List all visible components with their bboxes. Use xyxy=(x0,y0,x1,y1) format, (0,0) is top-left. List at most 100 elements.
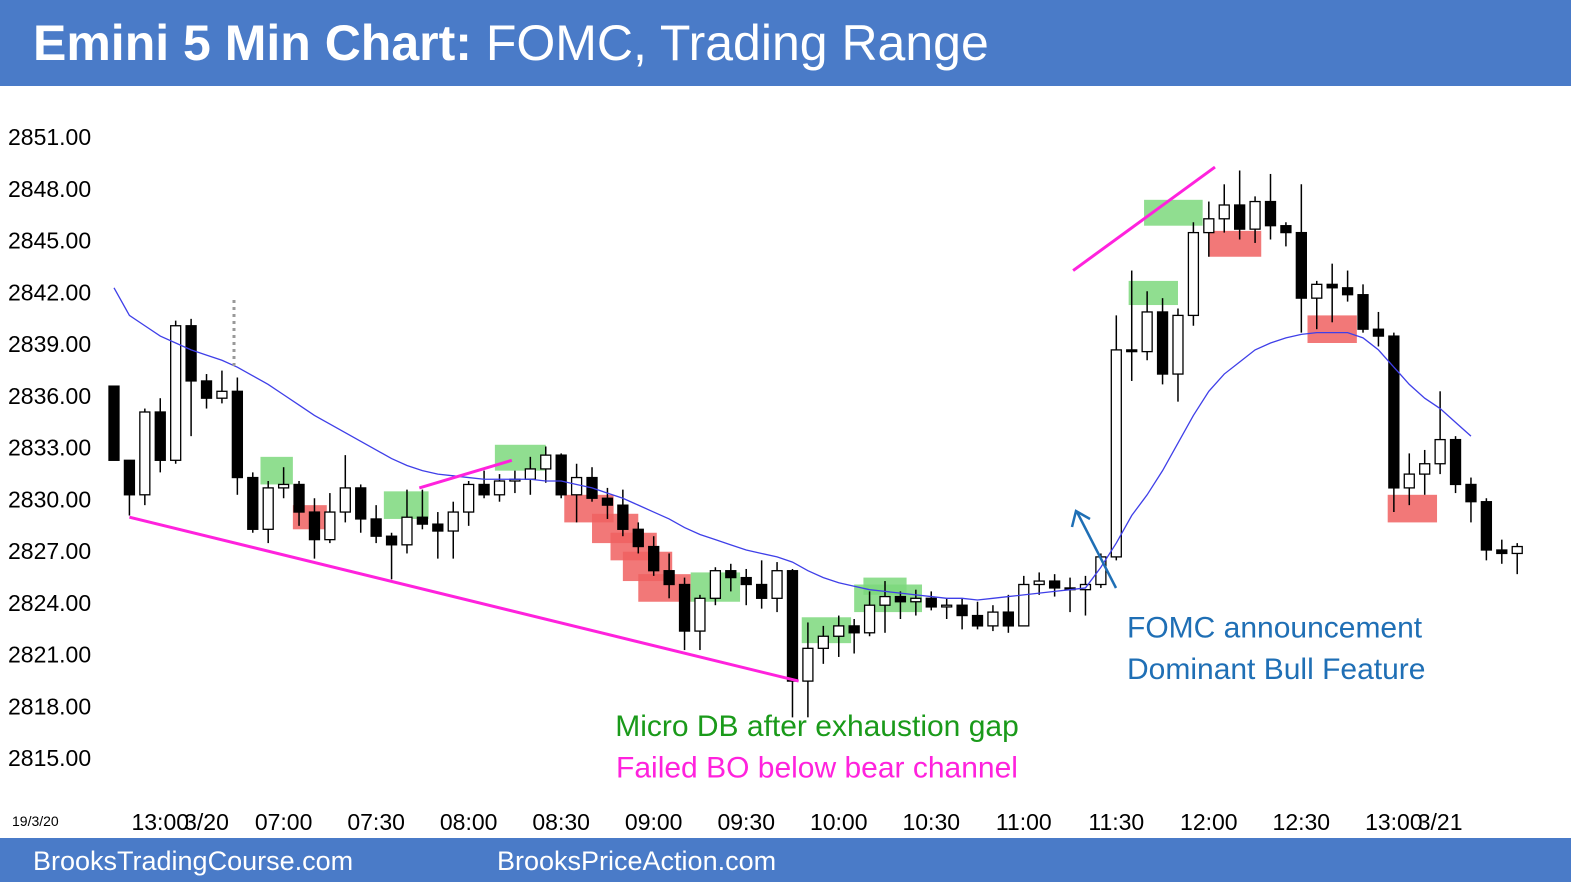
bear-candle xyxy=(1465,483,1477,503)
bear-candle xyxy=(1357,294,1369,330)
bear-candle xyxy=(416,516,429,525)
bull-candle xyxy=(817,635,829,649)
bear-candle xyxy=(478,483,490,496)
y-tick-label: 2836.00 xyxy=(8,383,91,409)
bear-candle xyxy=(1156,311,1169,375)
bear-candle xyxy=(1341,287,1354,296)
x-tick-label: 12:30 xyxy=(1273,809,1331,835)
bear-candle xyxy=(1372,328,1385,337)
x-tick-label: 09:00 xyxy=(625,809,683,835)
bull-signal-highlight xyxy=(383,491,429,519)
y-tick-label: 2818.00 xyxy=(8,693,91,719)
x-tick-label: 13:00 xyxy=(1365,809,1423,835)
bear-candle xyxy=(755,583,768,599)
footer-right-site[interactable]: BrooksPriceAction.com xyxy=(497,846,777,876)
title-bold: Emini 5 Min Chart: xyxy=(33,15,472,71)
bear-candle xyxy=(663,570,675,586)
bear-candle xyxy=(1496,549,1508,555)
y-tick-label: 2839.00 xyxy=(8,331,91,357)
x-tick-label: 11:30 xyxy=(1088,809,1144,835)
bear-candle xyxy=(108,385,120,461)
y-tick-label: 2827.00 xyxy=(8,538,91,564)
y-tick-label: 2830.00 xyxy=(8,486,91,512)
bear-candle xyxy=(1234,204,1246,230)
y-tick-label: 2824.00 xyxy=(8,590,91,616)
bull-candle xyxy=(987,611,999,627)
arrow-head xyxy=(1070,509,1091,528)
footer-bar: BrooksTradingCourse.com BrooksPriceActio… xyxy=(0,838,1571,882)
bear-candle xyxy=(1449,438,1462,486)
bear-signal-highlight xyxy=(1387,494,1438,523)
bear-signal-highlight xyxy=(1208,230,1262,257)
bear-candle xyxy=(432,523,444,532)
bear-candle xyxy=(1048,580,1061,589)
bear-candle xyxy=(1480,501,1493,551)
bear-candle xyxy=(293,483,305,513)
bear-candle xyxy=(1264,200,1277,227)
x-tick-label: 09:30 xyxy=(717,809,775,835)
bear-candle xyxy=(185,325,197,382)
bear-candle xyxy=(894,595,907,603)
x-tick-label: 12:00 xyxy=(1180,809,1238,835)
bull-candle xyxy=(139,411,151,496)
bull-candle xyxy=(540,454,552,470)
bull-candle xyxy=(1203,218,1215,234)
bull-candle xyxy=(170,325,182,461)
bear-candle xyxy=(617,504,629,530)
bull-candle xyxy=(1249,200,1261,230)
bear-candle xyxy=(154,411,166,461)
annotation-text: Dominant Bull Feature xyxy=(1127,653,1425,686)
bull-candle xyxy=(694,597,706,632)
bear-candle xyxy=(956,604,968,617)
annotation-text: Micro DB after exhaustion gap xyxy=(615,710,1019,743)
bull-candle xyxy=(1311,283,1323,299)
bear-candle xyxy=(971,614,984,627)
bear-candle xyxy=(1295,231,1307,299)
bear-candle xyxy=(1280,225,1292,234)
bear-candle xyxy=(648,545,660,572)
bear-candle xyxy=(786,570,799,682)
bear-channel-line xyxy=(129,515,800,683)
bear-candle xyxy=(725,570,737,579)
bear-candle xyxy=(1002,611,1015,627)
annotation-text: Failed BO below bear channel xyxy=(616,751,1018,784)
bull-candle xyxy=(1187,231,1200,317)
x-tick-label: 08:00 xyxy=(440,809,498,835)
bear-candle xyxy=(355,487,367,520)
bear-candle xyxy=(385,535,398,546)
bear-candle xyxy=(848,625,860,634)
bull-candle xyxy=(493,480,506,496)
x-tick-label: 10:00 xyxy=(810,809,868,835)
header-bar: Emini 5 Min Chart: FOMC, Trading Range xyxy=(0,0,1571,86)
bull-candle xyxy=(1434,438,1446,465)
bull-candle xyxy=(463,483,475,513)
x-tick-label: 07:30 xyxy=(347,809,405,835)
bull-candle xyxy=(941,604,953,608)
bear-candle xyxy=(123,459,136,496)
bull-signal-highlight xyxy=(1128,280,1178,306)
bull-candle xyxy=(1018,583,1030,627)
y-tick-label: 2848.00 xyxy=(8,176,91,202)
y-tick-label: 2821.00 xyxy=(8,642,91,668)
bull-candle xyxy=(1419,463,1431,475)
bull-candle xyxy=(1511,545,1523,555)
x-tick-label: 3/20 xyxy=(184,809,229,835)
bull-candle xyxy=(324,511,336,541)
candlestick-chart: 2851.00 2848.00 2845.00 2842.00 2839.00 2836.… xyxy=(8,124,1523,835)
footer-left-site[interactable]: BrooksTradingCourse.com xyxy=(33,846,354,876)
bull-candle xyxy=(833,625,845,637)
y-tick-label: 2845.00 xyxy=(8,228,91,254)
bull-candle xyxy=(1141,311,1153,353)
y-tick-label: 2842.00 xyxy=(8,279,91,305)
bear-candle xyxy=(678,583,691,632)
bull-candle xyxy=(863,604,876,634)
x-tick-label: 13:00 xyxy=(131,809,189,835)
arrow-shaft xyxy=(1075,511,1118,589)
title-rest: FOMC, Trading Range xyxy=(471,15,989,71)
annotation-text: FOMC announcement xyxy=(1127,612,1423,645)
bull-candle xyxy=(524,468,536,480)
bull-candle xyxy=(1218,204,1230,220)
bear-candle xyxy=(200,380,213,399)
bear-candle xyxy=(555,454,567,496)
bear-candle xyxy=(1126,349,1138,353)
